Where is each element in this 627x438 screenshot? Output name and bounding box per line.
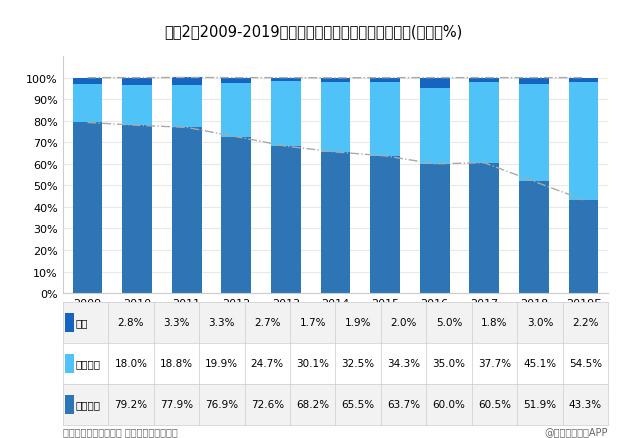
Text: 3.0%: 3.0% xyxy=(527,318,553,328)
Text: 18.8%: 18.8% xyxy=(160,359,193,368)
Text: 资料来源：国家统计局 前瞻产业研究院整理: 资料来源：国家统计局 前瞻产业研究院整理 xyxy=(63,426,177,436)
Text: 3.3%: 3.3% xyxy=(163,318,189,328)
Bar xyxy=(519,85,549,182)
Text: 1.9%: 1.9% xyxy=(345,318,371,328)
Bar xyxy=(470,82,499,163)
Bar xyxy=(73,85,102,123)
Text: 45.1%: 45.1% xyxy=(524,359,557,368)
Text: 1.8%: 1.8% xyxy=(482,318,508,328)
Text: 43.3%: 43.3% xyxy=(569,399,602,410)
Bar xyxy=(122,78,152,85)
Bar xyxy=(221,138,251,293)
Text: 2.8%: 2.8% xyxy=(118,318,144,328)
Bar xyxy=(419,78,450,89)
Text: 2.0%: 2.0% xyxy=(391,318,417,328)
Bar xyxy=(519,78,549,85)
Bar xyxy=(73,123,102,293)
Text: 63.7%: 63.7% xyxy=(387,399,420,410)
Text: @前瞻经济学人APP: @前瞻经济学人APP xyxy=(545,426,608,436)
Bar xyxy=(569,78,598,83)
Text: 51.9%: 51.9% xyxy=(524,399,557,410)
Bar xyxy=(63,343,608,384)
Bar xyxy=(172,78,201,85)
Text: 77.9%: 77.9% xyxy=(160,399,193,410)
Text: 其他: 其他 xyxy=(76,318,88,328)
Text: 24.7%: 24.7% xyxy=(251,359,284,368)
Bar xyxy=(271,82,301,147)
Bar xyxy=(172,85,201,128)
Text: 2.2%: 2.2% xyxy=(572,318,599,328)
Bar xyxy=(320,79,350,83)
Text: 3.3%: 3.3% xyxy=(209,318,235,328)
Bar xyxy=(122,85,152,126)
Text: 填埋处理: 填埋处理 xyxy=(76,399,101,410)
Bar xyxy=(122,126,152,293)
Text: 79.2%: 79.2% xyxy=(114,399,147,410)
Text: 30.1%: 30.1% xyxy=(296,359,329,368)
Text: 19.9%: 19.9% xyxy=(205,359,238,368)
Bar xyxy=(419,164,450,293)
Text: 60.0%: 60.0% xyxy=(433,399,465,410)
Bar xyxy=(65,354,73,373)
Bar xyxy=(569,83,598,200)
Text: 76.9%: 76.9% xyxy=(205,399,238,410)
Text: 焚烧处理: 焚烧处理 xyxy=(76,359,101,368)
Text: 5.0%: 5.0% xyxy=(436,318,462,328)
Bar xyxy=(370,156,400,293)
Text: 35.0%: 35.0% xyxy=(433,359,466,368)
Bar xyxy=(470,163,499,293)
Text: 65.5%: 65.5% xyxy=(342,399,375,410)
Bar xyxy=(419,89,450,164)
Bar xyxy=(65,395,73,413)
Bar xyxy=(63,384,608,425)
Text: 32.5%: 32.5% xyxy=(342,359,375,368)
Bar xyxy=(271,78,301,82)
Text: 68.2%: 68.2% xyxy=(296,399,329,410)
Bar xyxy=(221,84,251,138)
Text: 60.5%: 60.5% xyxy=(478,399,511,410)
Bar xyxy=(65,314,73,332)
Text: 37.7%: 37.7% xyxy=(478,359,511,368)
Text: 2.7%: 2.7% xyxy=(254,318,280,328)
Text: 72.6%: 72.6% xyxy=(251,399,284,410)
Bar xyxy=(519,182,549,293)
Bar xyxy=(370,83,400,156)
Bar xyxy=(63,302,608,343)
Bar xyxy=(271,147,301,293)
Text: 图表2：2009-2019年城市生活垃圾处理结构变化情况(单位：%): 图表2：2009-2019年城市生活垃圾处理结构变化情况(单位：%) xyxy=(164,24,463,39)
Bar xyxy=(320,83,350,152)
Bar xyxy=(172,128,201,293)
Text: 54.5%: 54.5% xyxy=(569,359,602,368)
Bar xyxy=(470,78,499,82)
Bar xyxy=(73,78,102,85)
Bar xyxy=(221,78,251,84)
Bar xyxy=(569,200,598,293)
Bar xyxy=(370,78,400,83)
Text: 18.0%: 18.0% xyxy=(114,359,147,368)
Text: 1.7%: 1.7% xyxy=(300,318,326,328)
Bar xyxy=(320,152,350,293)
Text: 34.3%: 34.3% xyxy=(387,359,420,368)
